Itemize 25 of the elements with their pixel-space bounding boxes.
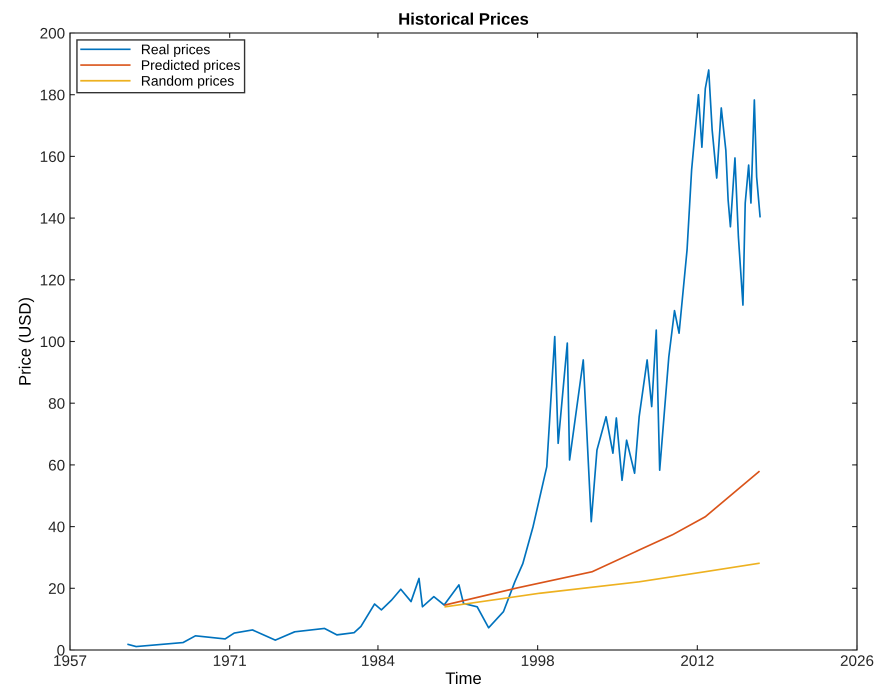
x-tick-label: 2026 xyxy=(840,655,874,666)
x-tick-label: 2012 xyxy=(681,655,714,666)
y-tick-label: 140 xyxy=(40,212,65,224)
y-tick-label: 80 xyxy=(48,398,65,409)
x-axis-title: Time xyxy=(446,672,481,684)
y-tick-label: 200 xyxy=(40,28,65,39)
y-axis-title: Price (USD) xyxy=(18,298,34,385)
x-tick-label: 1957 xyxy=(54,655,86,666)
legend-label: Real prices xyxy=(142,44,210,58)
y-tick-label: 120 xyxy=(40,274,65,286)
x-tick-label: 1984 xyxy=(362,655,395,666)
y-tick-label: 20 xyxy=(48,583,65,594)
y-tick-label: 160 xyxy=(40,151,65,162)
y-tick-label: 60 xyxy=(48,460,65,471)
legend-label: Random prices xyxy=(142,76,234,89)
line-series xyxy=(444,470,760,606)
y-tick-label: 180 xyxy=(40,90,65,100)
chart-title: Historical Prices xyxy=(399,12,528,25)
y-tick-label: 0 xyxy=(57,644,65,656)
x-tick-label: 1998 xyxy=(522,655,554,666)
y-tick-label: 100 xyxy=(40,336,65,348)
x-tick-label: 1971 xyxy=(214,655,246,666)
y-tick-label: 40 xyxy=(48,521,65,532)
legend-label: Predicted prices xyxy=(142,60,240,73)
line-series xyxy=(444,562,760,608)
